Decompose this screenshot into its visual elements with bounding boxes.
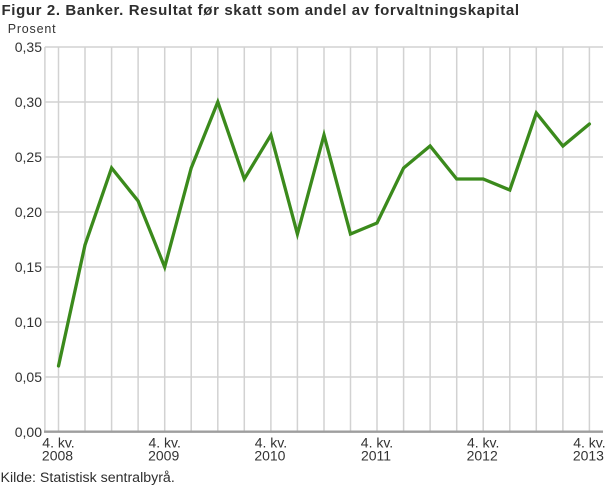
svg-text:0,00: 0,00 [15, 424, 42, 440]
svg-text:4. kv.2011: 4. kv. 2011 [361, 435, 393, 464]
svg-text:0,30: 0,30 [15, 94, 42, 110]
svg-text:0,05: 0,05 [15, 369, 42, 385]
svg-text:0,15: 0,15 [15, 259, 42, 275]
svg-text:0,35: 0,35 [15, 39, 42, 55]
svg-text:0,20: 0,20 [15, 204, 42, 220]
svg-text:4. kv.2008: 4. kv. 2008 [42, 435, 75, 464]
svg-text:Figur 2. Banker. Resultat før: Figur 2. Banker. Resultat før skatt som … [2, 2, 520, 19]
svg-text:4. kv.2010: 4. kv. 2010 [254, 435, 287, 464]
svg-text:0,10: 0,10 [15, 314, 42, 330]
svg-text:4. kv.2012: 4. kv. 2012 [467, 435, 500, 464]
svg-text:0,25: 0,25 [15, 149, 42, 165]
svg-text:Kilde: Statistisk sentralbyrå.: Kilde: Statistisk sentralbyrå. [1, 470, 175, 486]
svg-text:4. kv.2009: 4. kv. 2009 [148, 435, 181, 464]
svg-text:4. kv.2013: 4. kv. 2013 [573, 435, 606, 464]
svg-text:Prosent: Prosent [8, 22, 57, 36]
